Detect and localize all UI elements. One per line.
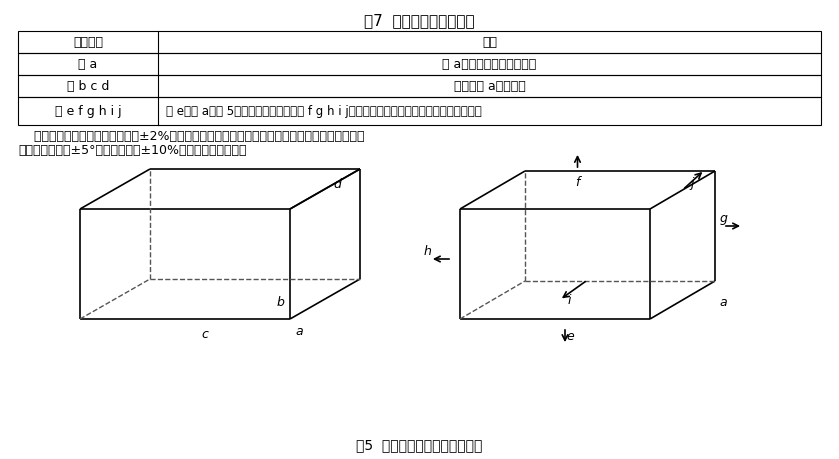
Text: 角 a: 角 a — [78, 58, 97, 71]
Text: 角 a跌落被认为是最薄弱的: 角 a跌落被认为是最薄弱的 — [442, 58, 537, 71]
Text: g: g — [720, 212, 728, 225]
Text: c: c — [201, 327, 208, 340]
Text: 跌落顺序: 跌落顺序 — [73, 36, 103, 50]
Text: 的夹角不得超过±5°或规定角度的±10%（以较大者为准）。: 的夹角不得超过±5°或规定角度的±10%（以较大者为准）。 — [18, 144, 247, 157]
Text: 面 e是角 a在图 5所示位置时的底面，面 f g h i j则依次是上面、右面、左面、前面、后面。: 面 e是角 a在图 5所示位置时的底面，面 f g h i j则依次是上面、右面… — [166, 105, 482, 118]
Text: 面 e f g h i j: 面 e f g h i j — [55, 105, 122, 118]
Text: i: i — [568, 293, 571, 306]
Text: b: b — [276, 295, 284, 308]
Text: 表7  包装箱跌落顺序示例: 表7 包装箱跌落顺序示例 — [363, 13, 474, 28]
Text: a: a — [295, 325, 303, 337]
Text: f: f — [576, 176, 580, 189]
Text: h: h — [424, 245, 432, 258]
Text: a: a — [719, 296, 727, 309]
Text: 高度的公差应在规定跌落高度的±2%以内。包装箱边或角跌落时，跌落位置所在的平面和水平面: 高度的公差应在规定跌落高度的±2%以内。包装箱边或角跌落时，跌落位置所在的平面和… — [18, 130, 364, 143]
Text: j: j — [690, 176, 694, 189]
Text: 连接到角 a的三条边: 连接到角 a的三条边 — [454, 80, 525, 93]
Text: e: e — [566, 329, 574, 342]
Text: 边 b c d: 边 b c d — [67, 80, 109, 93]
Text: 描述: 描述 — [482, 36, 497, 50]
Text: d: d — [333, 178, 341, 191]
Text: 图5  运输包装箱跌落顺序示意图: 图5 运输包装箱跌落顺序示意图 — [356, 437, 482, 451]
